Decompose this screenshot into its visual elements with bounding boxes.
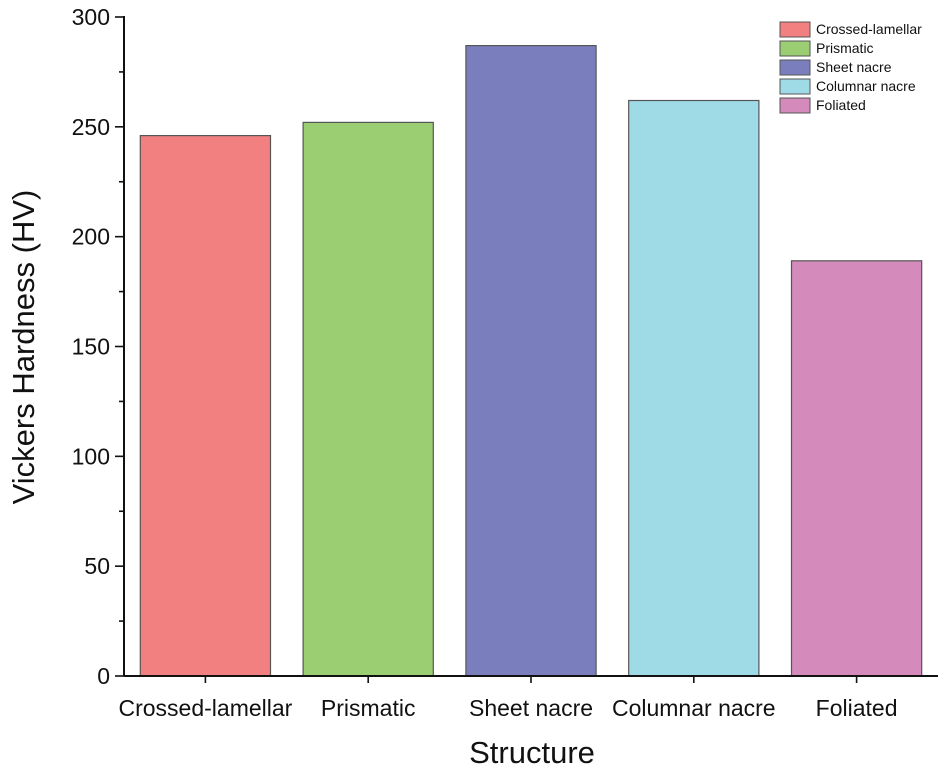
x-tick-label: Columnar nacre <box>612 695 776 721</box>
legend-label: Prismatic <box>816 40 874 56</box>
y-tick-label: 300 <box>72 4 110 30</box>
x-axis-title: Structure <box>469 735 595 770</box>
bars-group <box>139 44 923 677</box>
x-tick-label: Foliated <box>816 695 898 721</box>
bar-sheet-nacre <box>465 44 597 677</box>
y-ticks-group: 0 50 100 150 200 250 300 <box>72 4 124 689</box>
y-axis-title: Vickers Hardness (HV) <box>6 190 41 505</box>
bar-prismatic <box>302 121 434 677</box>
legend-label: Foliated <box>816 97 866 113</box>
bar-columnar-nacre <box>628 99 760 677</box>
y-tick-label: 200 <box>72 224 110 250</box>
legend-swatch <box>779 78 811 95</box>
x-tick-label: Crossed-lamellar <box>118 695 292 721</box>
legend-swatch <box>779 40 811 57</box>
legend-label: Crossed-lamellar <box>816 21 922 37</box>
legend-swatch <box>779 21 811 38</box>
legend-swatch <box>779 97 811 114</box>
y-tick-label: 250 <box>72 114 110 140</box>
y-tick-label: 100 <box>72 443 110 469</box>
bar-foliated <box>790 260 923 677</box>
x-tick-label: Prismatic <box>321 695 416 721</box>
y-tick-label: 50 <box>84 553 110 579</box>
legend: Crossed-lamellar Prismatic Sheet nacre Colu… <box>779 21 922 114</box>
legend-swatch <box>779 59 811 76</box>
x-ticks-group: Crossed-lamellar Prismatic Sheet nacre Colu… <box>118 676 898 721</box>
x-tick-label: Sheet nacre <box>469 695 593 721</box>
legend-label: Sheet nacre <box>816 59 892 75</box>
y-tick-label: 150 <box>72 334 110 360</box>
legend-label: Columnar nacre <box>816 78 916 94</box>
bar-crossed-lamellar <box>139 135 272 677</box>
y-tick-label: 0 <box>97 663 110 689</box>
